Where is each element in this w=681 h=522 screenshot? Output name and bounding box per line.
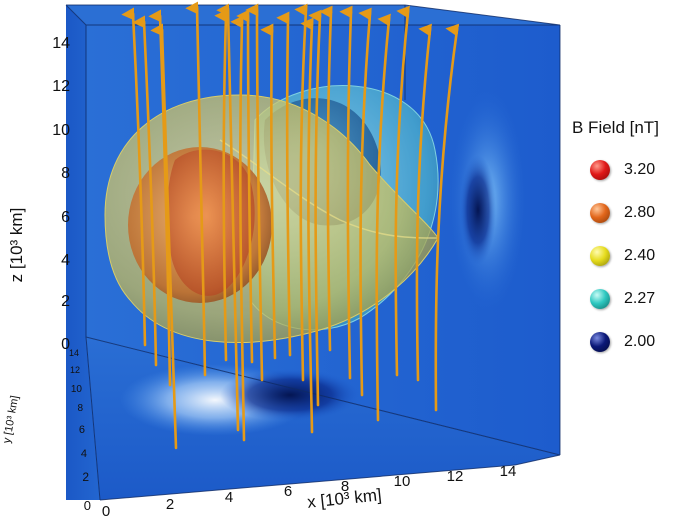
legend-item: 2.00 bbox=[572, 330, 677, 353]
magnetic-field-lines bbox=[121, 1, 460, 450]
field-line bbox=[294, 3, 308, 382]
legend-item: 2.27 bbox=[572, 287, 677, 310]
shell-inner-ridge bbox=[219, 139, 439, 239]
box-edges bbox=[65, 4, 561, 501]
z-tick: 14 bbox=[52, 35, 70, 52]
z-tick: 4 bbox=[61, 252, 70, 269]
z-tick: 12 bbox=[52, 78, 70, 95]
x-tick: 4 bbox=[225, 489, 233, 506]
legend-title: B Field [nT] bbox=[572, 118, 659, 137]
y-tick: 4 bbox=[81, 448, 87, 460]
left-wall bbox=[66, 5, 100, 500]
field-line bbox=[216, 3, 240, 432]
x-tick: 10 bbox=[394, 473, 411, 490]
field-line bbox=[300, 17, 314, 434]
z-tick: 8 bbox=[61, 165, 70, 182]
field-line bbox=[148, 9, 172, 387]
x-tick: 6 bbox=[284, 483, 292, 500]
field-line bbox=[276, 11, 292, 357]
x-tick: 12 bbox=[447, 468, 464, 485]
red-sphere-icon bbox=[590, 159, 610, 180]
field-line bbox=[308, 9, 322, 407]
z-axis-label: z [10³ km] bbox=[7, 208, 26, 283]
cyan-sphere-icon bbox=[590, 288, 610, 309]
y-tick: 10 bbox=[71, 384, 83, 395]
y-tick: 14 bbox=[69, 348, 79, 358]
legend-value: 3.20 bbox=[624, 160, 656, 178]
z-tick: 2 bbox=[61, 293, 70, 310]
legend-item: 2.40 bbox=[572, 244, 677, 267]
z-tick: 6 bbox=[61, 209, 70, 226]
navy-sphere-icon bbox=[590, 331, 610, 352]
legend: B Field [nT] 3.20 2.80 2.40 2.27 2.00 bbox=[572, 118, 677, 373]
y-tick: 0 bbox=[84, 498, 91, 513]
field-line bbox=[121, 7, 147, 347]
x-tick: 0 bbox=[102, 503, 110, 520]
field-line bbox=[415, 23, 432, 382]
orange-sphere-icon bbox=[590, 202, 610, 223]
field-line bbox=[185, 1, 207, 377]
field-line bbox=[214, 9, 228, 362]
y-tick: 8 bbox=[77, 403, 83, 414]
x-tick: 14 bbox=[500, 463, 517, 480]
x-axis-label: x [10³ km] bbox=[306, 485, 382, 512]
legend-item: 2.80 bbox=[572, 201, 677, 224]
x-tick: 8 bbox=[341, 478, 349, 495]
x-tick: 2 bbox=[166, 496, 174, 513]
z-tick: 10 bbox=[52, 122, 70, 139]
yellow-sphere-icon bbox=[590, 245, 610, 266]
field-line bbox=[132, 15, 158, 367]
field-line bbox=[245, 3, 264, 382]
z-axis: 0 2 4 6 8 10 12 14 z [10³ km] bbox=[7, 35, 70, 353]
y-tick: 2 bbox=[82, 470, 89, 484]
y-tick: 6 bbox=[79, 424, 85, 436]
field-line bbox=[358, 7, 372, 397]
legend-value: 2.80 bbox=[624, 203, 656, 221]
field-line bbox=[339, 5, 353, 380]
field-line bbox=[236, 9, 254, 364]
field-line bbox=[375, 13, 391, 422]
legend-item: 3.20 bbox=[572, 158, 677, 181]
legend-value: 2.40 bbox=[624, 246, 656, 264]
legend-value: 2.27 bbox=[624, 289, 656, 307]
field-line bbox=[230, 15, 246, 442]
z-tick: 0 bbox=[61, 336, 70, 353]
y-axis-label: y [10³ km] bbox=[1, 395, 21, 445]
field-line bbox=[434, 23, 460, 412]
floor-dark-shadow bbox=[220, 369, 360, 421]
y-tick: 12 bbox=[70, 365, 80, 375]
field-line bbox=[319, 5, 333, 352]
field-line bbox=[260, 23, 277, 360]
legend-value: 2.00 bbox=[624, 332, 656, 350]
side-wall-dark bbox=[460, 155, 496, 265]
field-line bbox=[394, 5, 410, 377]
field-line bbox=[150, 23, 178, 450]
